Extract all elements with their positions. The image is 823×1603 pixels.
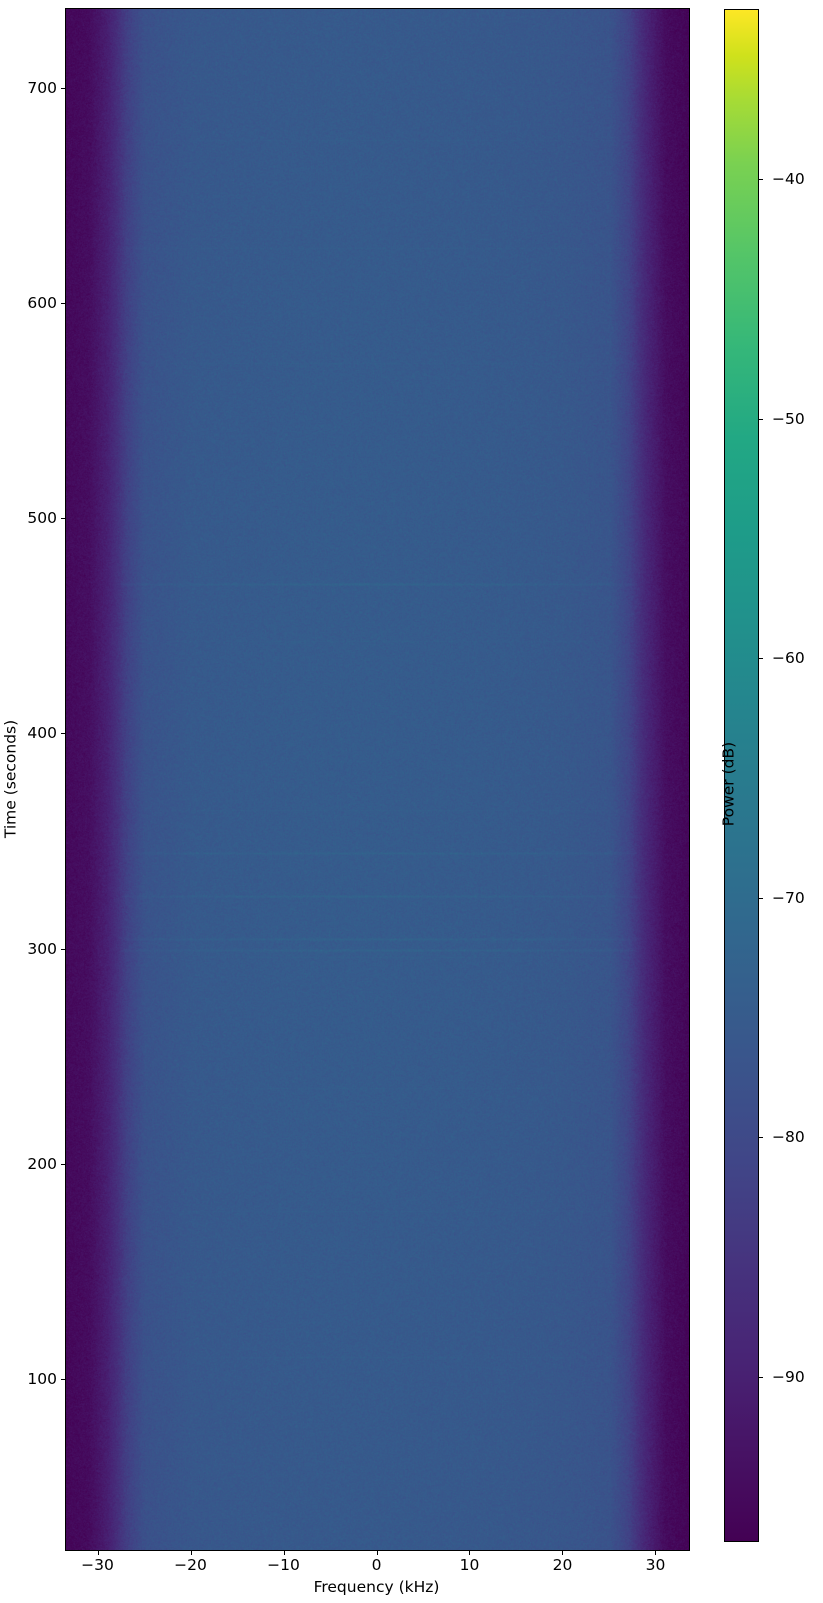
colorbar-tick-mark — [758, 1137, 763, 1139]
x-tick-label: 20 — [552, 1556, 573, 1574]
y-tick-label: 600 — [27, 293, 57, 312]
y-tick-label: 200 — [27, 1154, 57, 1173]
colorbar-tick-label: −50 — [772, 409, 805, 428]
colorbar-tick-label: −90 — [772, 1368, 805, 1387]
colorbar-tick-mark — [758, 658, 763, 660]
y-tick-mark — [61, 948, 66, 950]
colorbar-tick-label: −40 — [772, 170, 805, 189]
y-tick-mark — [61, 1163, 66, 1165]
x-tick-label: −20 — [174, 1556, 207, 1574]
colorbar-tick-mark — [758, 418, 763, 420]
x-tick-mark — [97, 1550, 99, 1555]
x-tick-mark — [655, 1550, 657, 1555]
colorbar-tick-mark — [758, 1377, 763, 1379]
colorbar[interactable] — [724, 9, 759, 1542]
y-tick-mark — [61, 87, 66, 89]
colorbar-tick-mark — [758, 897, 763, 899]
y-tick-mark — [61, 518, 66, 520]
colorbar-label: Power (dB) — [719, 741, 738, 827]
y-tick-mark — [61, 302, 66, 304]
x-tick-label: 30 — [645, 1556, 666, 1574]
colorbar-tick-label: −80 — [772, 1128, 805, 1147]
y-tick-label: 700 — [27, 78, 57, 97]
x-tick-mark — [469, 1550, 471, 1555]
colorbar-tick-mark — [758, 179, 763, 181]
x-tick-mark — [562, 1550, 564, 1555]
y-tick-label: 300 — [27, 939, 57, 958]
y-tick-label: 400 — [27, 724, 57, 743]
y-tick-mark — [61, 1378, 66, 1380]
y-tick-mark — [61, 733, 66, 735]
y-axis-label: Time (seconds) — [1, 719, 20, 839]
x-tick-label: −10 — [267, 1556, 300, 1574]
y-tick-label: 500 — [27, 509, 57, 528]
colorbar-tick-label: −60 — [772, 649, 805, 668]
x-tick-mark — [376, 1550, 378, 1555]
x-axis-label: Frequency (kHz) — [313, 1578, 440, 1596]
spectrogram-axes[interactable] — [65, 8, 690, 1551]
colorbar-tick-label: −70 — [772, 888, 805, 907]
x-tick-label: 0 — [371, 1556, 382, 1574]
spectrogram-image — [66, 9, 689, 1550]
y-tick-label: 100 — [27, 1369, 57, 1388]
x-tick-mark — [190, 1550, 192, 1555]
x-tick-mark — [283, 1550, 285, 1555]
x-tick-label: −30 — [81, 1556, 114, 1574]
x-tick-label: 10 — [459, 1556, 480, 1574]
